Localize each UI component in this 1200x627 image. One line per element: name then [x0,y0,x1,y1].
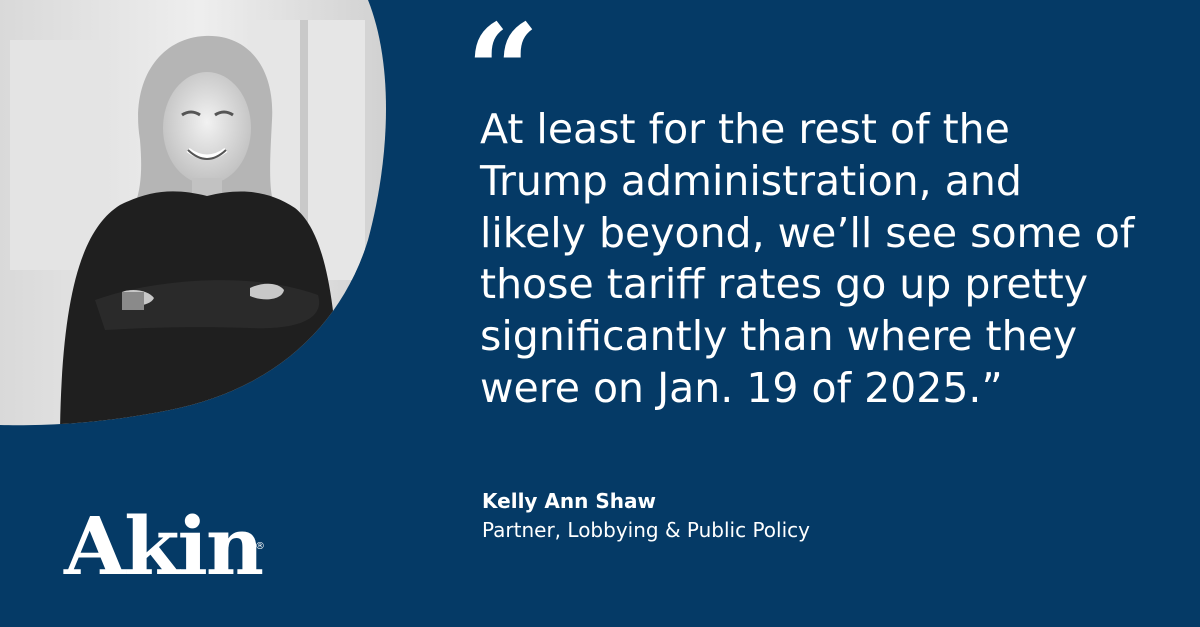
quote-line: those tariff rates go up pretty [480,260,1088,309]
quote-open-mark: “ [466,0,540,147]
quote-line: were on Jan. 19 of 2025.” [480,363,1003,412]
quote-line: likely beyond, we’ll see some of [480,208,1135,257]
registered-mark: ® [255,541,265,552]
author-title: Partner, Lobbying & Public Policy [482,518,810,542]
quote-line: At least for the rest of the [480,105,1010,153]
quote-text: At least for the rest of the Trump admin… [480,104,1180,415]
author-block: Kelly Ann Shaw Partner, Lobbying & Publi… [482,488,810,545]
quote-line: significantly than where they [480,312,1078,361]
quote-line: Trump administration, and [480,156,1022,205]
author-name: Kelly Ann Shaw [482,489,656,513]
akin-logo: Akin [64,499,264,593]
